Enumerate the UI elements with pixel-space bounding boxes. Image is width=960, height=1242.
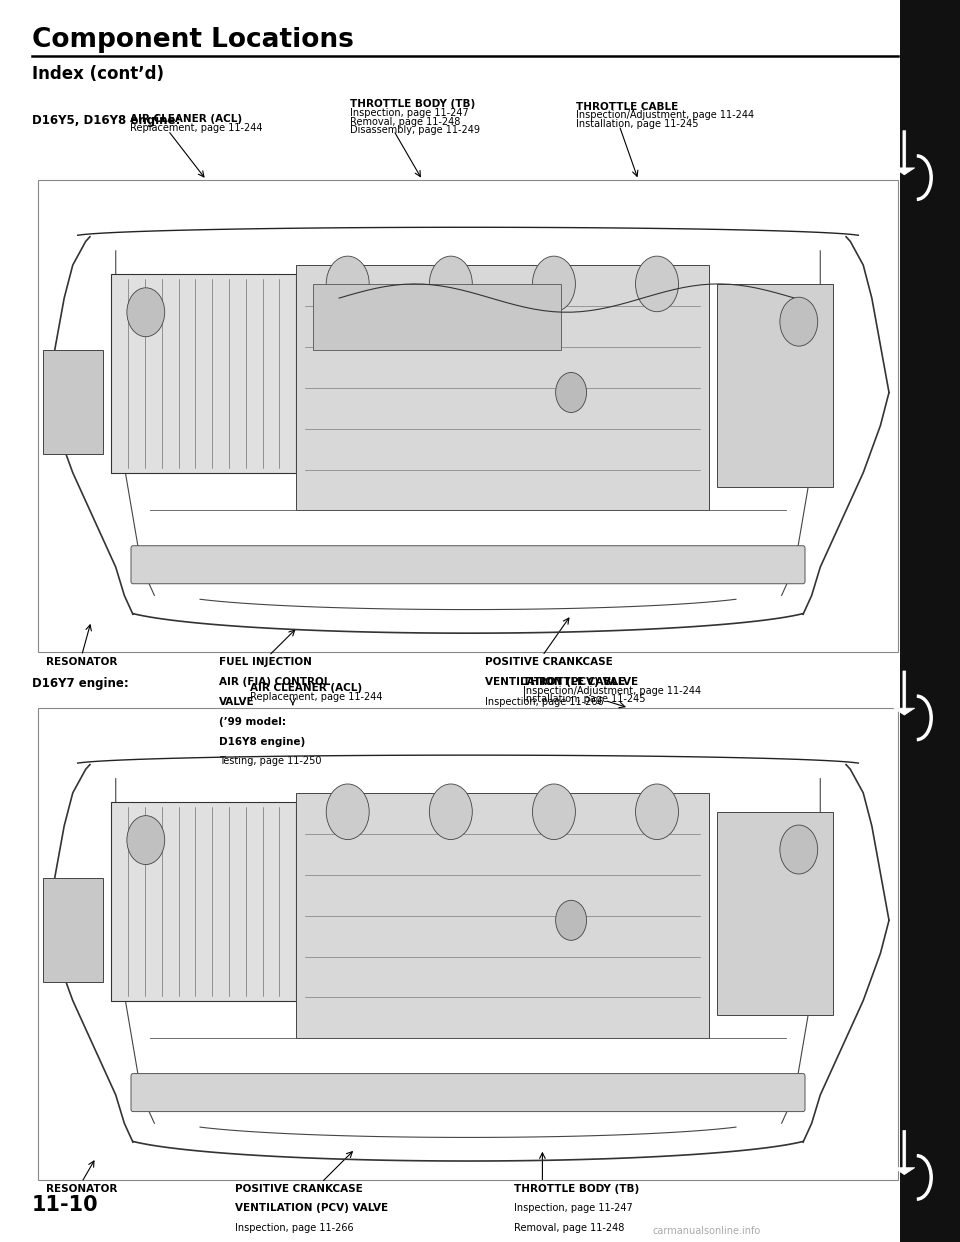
Text: Replacement, page 11-244: Replacement, page 11-244 (130, 123, 262, 133)
Bar (313, 284, 561, 350)
Text: AIR CLEANER (ACL): AIR CLEANER (ACL) (250, 683, 362, 693)
Circle shape (556, 900, 587, 940)
Text: Disassembly, page 11-249: Disassembly, page 11-249 (350, 125, 480, 135)
Text: (’99 model:: (’99 model: (219, 717, 286, 727)
Text: D16Y8 engine): D16Y8 engine) (219, 737, 305, 746)
Circle shape (556, 373, 587, 412)
Bar (717, 812, 833, 1015)
Bar (717, 284, 833, 487)
Text: RESONATOR: RESONATOR (46, 1184, 117, 1194)
Text: carmanualsonline.info: carmanualsonline.info (653, 1226, 761, 1236)
Text: Inspection/Adjustment, page 11-244: Inspection/Adjustment, page 11-244 (576, 111, 755, 120)
Bar (900, 0, 960, 1242)
Circle shape (636, 784, 679, 840)
Text: Removal, page 11-248: Removal, page 11-248 (350, 117, 461, 127)
Text: Inspection, page 11-247: Inspection, page 11-247 (514, 1203, 633, 1213)
Text: Inspection, page 11-266: Inspection, page 11-266 (235, 1223, 354, 1233)
Bar (42, 350, 103, 453)
Text: RESONATOR: RESONATOR (46, 657, 117, 667)
Bar (296, 792, 708, 1038)
FancyBboxPatch shape (131, 545, 805, 584)
Circle shape (326, 256, 370, 312)
Text: AIR CLEANER (ACL): AIR CLEANER (ACL) (130, 114, 242, 124)
Circle shape (533, 256, 575, 312)
Text: Inspection/Adjustment, page 11-244: Inspection/Adjustment, page 11-244 (523, 686, 702, 696)
Text: Installation, page 11-245: Installation, page 11-245 (576, 119, 699, 129)
Circle shape (533, 784, 575, 840)
Bar (38, 180, 898, 652)
Text: POSITIVE CRANKCASE: POSITIVE CRANKCASE (485, 657, 612, 667)
Bar (42, 878, 103, 981)
FancyBboxPatch shape (131, 1073, 805, 1112)
Text: VENTILATION (PCV) VALVE: VENTILATION (PCV) VALVE (235, 1203, 389, 1213)
Circle shape (127, 288, 165, 337)
Circle shape (127, 816, 165, 864)
Text: THROTTLE BODY (TB): THROTTLE BODY (TB) (514, 1184, 638, 1194)
Text: D16Y5, D16Y8 engine:: D16Y5, D16Y8 engine: (32, 114, 180, 127)
Text: Replacement, page 11-244: Replacement, page 11-244 (250, 692, 382, 702)
Text: THROTTLE BODY (TB): THROTTLE BODY (TB) (350, 99, 475, 109)
Text: FUEL INJECTION: FUEL INJECTION (219, 657, 312, 667)
Text: D16Y7 engine:: D16Y7 engine: (32, 677, 129, 689)
Bar (38, 708, 898, 1180)
Text: Component Locations: Component Locations (32, 27, 353, 53)
Text: Inspection, page 11-266: Inspection, page 11-266 (485, 697, 604, 707)
Circle shape (780, 825, 818, 874)
Text: Testing, page 11-250: Testing, page 11-250 (219, 756, 322, 766)
Text: THROTTLE CABLE: THROTTLE CABLE (576, 102, 679, 112)
Circle shape (429, 256, 472, 312)
Bar (38, 708, 898, 1180)
Bar (38, 180, 898, 652)
Text: Removal, page 11-248: Removal, page 11-248 (514, 1223, 624, 1233)
Text: Installation, page 11-245: Installation, page 11-245 (523, 694, 646, 704)
Text: 11-10: 11-10 (32, 1195, 98, 1215)
Text: POSITIVE CRANKCASE: POSITIVE CRANKCASE (235, 1184, 363, 1194)
Circle shape (429, 784, 472, 840)
Circle shape (636, 256, 679, 312)
Bar (111, 802, 296, 1001)
Bar (111, 274, 296, 473)
Text: VENTILATION (PCV) VALVE: VENTILATION (PCV) VALVE (485, 677, 638, 687)
Text: Index (cont’d): Index (cont’d) (32, 65, 163, 82)
Circle shape (326, 784, 370, 840)
Text: VALVE: VALVE (219, 697, 254, 707)
Text: Inspection, page 11-247: Inspection, page 11-247 (350, 108, 469, 118)
Circle shape (780, 297, 818, 347)
Bar (296, 265, 708, 510)
Text: AIR (FIA) CONTROL: AIR (FIA) CONTROL (219, 677, 330, 687)
Text: THROTTLE CABLE: THROTTLE CABLE (523, 677, 626, 687)
